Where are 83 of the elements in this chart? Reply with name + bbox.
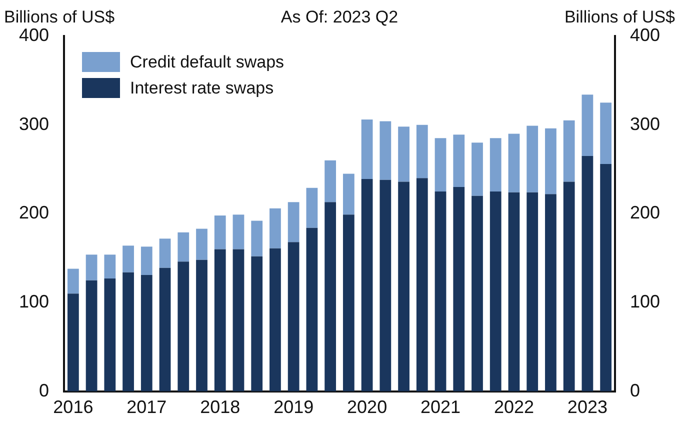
y2-tick-label: 400 [630, 24, 660, 45]
bar [122, 272, 134, 392]
bar [86, 280, 98, 392]
bar [526, 126, 538, 192]
bar [563, 120, 575, 182]
y2-tick-label: 200 [630, 202, 660, 223]
bar [270, 208, 281, 248]
x-tick-label: 2023 [567, 397, 608, 418]
bar [214, 215, 226, 250]
legend-label: Credit default swaps [130, 52, 284, 72]
y-tick-label: 300 [18, 114, 49, 134]
bar [196, 260, 208, 392]
bar [361, 179, 373, 392]
bar [508, 134, 520, 192]
bar [545, 128, 556, 194]
bar [324, 202, 336, 392]
bar [270, 248, 281, 392]
y2-tick-label: 100 [630, 292, 660, 312]
y2-tick-label: 300 [630, 114, 660, 134]
bar [361, 120, 373, 180]
bar [472, 196, 483, 392]
bar [288, 242, 300, 392]
bar [342, 214, 354, 392]
x-tick-label: 2016 [53, 397, 94, 418]
x-tick-label: 2020 [347, 397, 388, 418]
bar [306, 228, 318, 392]
bar [508, 192, 520, 392]
bar [178, 262, 190, 392]
bar [582, 156, 594, 392]
bar [232, 249, 244, 392]
bar [398, 126, 410, 182]
bar [178, 232, 190, 262]
y-tick-label: 100 [18, 292, 49, 312]
x-tick-label: 2018 [200, 397, 240, 418]
y-axis-title: Billions of US$ [4, 8, 116, 27]
bar [159, 238, 171, 268]
bar [526, 192, 538, 392]
y2-axis-title: Billions of US$ [564, 8, 676, 27]
x-tick-label: 2022 [494, 397, 534, 418]
bar [600, 102, 612, 164]
x-tick-label: 2021 [420, 397, 461, 418]
y-tick-label: 200 [18, 202, 49, 223]
bar [416, 178, 428, 392]
bar [563, 182, 575, 392]
bar [306, 188, 318, 228]
bar [416, 124, 428, 178]
bar [159, 268, 171, 392]
bar [398, 182, 410, 392]
bar [140, 246, 152, 276]
bar [453, 134, 465, 188]
y2-tick-label: 0 [630, 380, 640, 400]
bar [380, 180, 392, 392]
y-tick-label: 0 [38, 380, 49, 400]
bar [122, 246, 134, 272]
legend-label: Interest rate swaps [130, 78, 274, 98]
x-tick-label: 2019 [274, 397, 314, 418]
bar [251, 256, 263, 392]
chart-title: As Of: 2023 Q2 [280, 8, 398, 27]
bar [67, 294, 79, 392]
bar [288, 202, 300, 242]
bar [324, 160, 336, 202]
bar [86, 254, 98, 280]
bar [490, 191, 502, 392]
bar [434, 191, 446, 392]
bar [140, 275, 152, 392]
bar [196, 228, 208, 260]
x-tick-label: 2017 [126, 397, 167, 418]
bar [600, 164, 612, 392]
bar [104, 254, 116, 279]
bar [453, 187, 465, 392]
y-tick-label: 400 [18, 24, 49, 45]
bar [214, 249, 226, 392]
bar [104, 278, 116, 392]
bar [232, 214, 244, 250]
bar [545, 194, 556, 392]
bar [380, 121, 392, 180]
bar [472, 142, 483, 196]
bar [434, 138, 446, 192]
bar [251, 220, 263, 256]
bar [490, 138, 502, 192]
bar [342, 174, 354, 215]
bar [582, 94, 594, 156]
bar [67, 268, 79, 294]
